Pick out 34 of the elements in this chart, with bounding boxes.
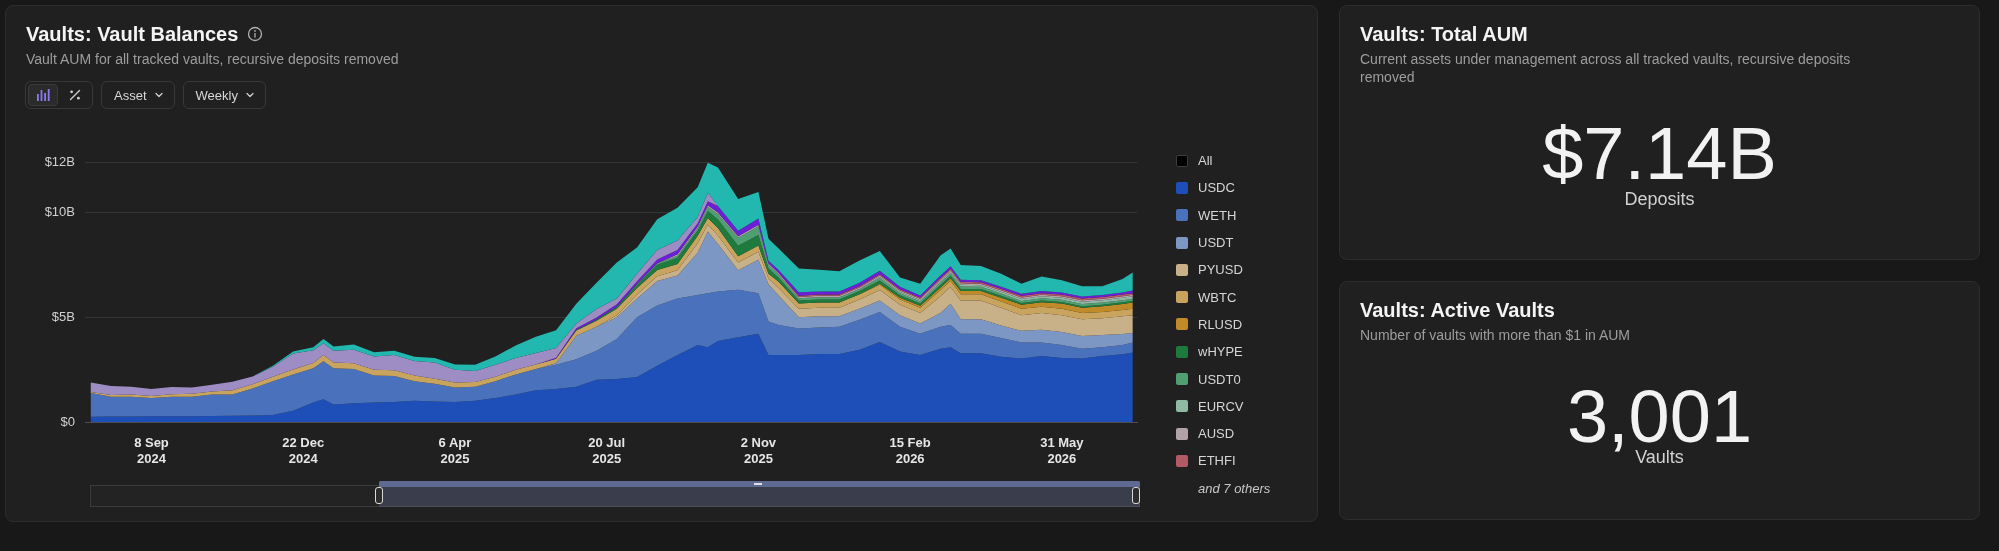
x-tick-label: 2 Nov 2025 [740,434,777,467]
text: Number of vaults with more than $1 in AUM [1360,326,1631,344]
legend-label: AUSD [1198,426,1235,442]
legend-label: USDT [1198,235,1234,251]
legend-label: ETHFI [1198,453,1236,469]
chart-subtitle: Vault AUM for all tracked vaults, recursive deposits removed [26,50,400,68]
y-tick-label: $0 [60,413,75,429]
legend-label: WBTC [1198,289,1237,305]
x-tick-label: 22 Dec 2024 [282,434,325,467]
text: Vaults [1635,447,1684,467]
chart-title: Vaults: Vault Balances [26,22,239,46]
x-tick-label: 8 Sep 2024 [134,434,169,467]
y-tick-label: $10B [44,204,75,220]
dropdown: Weekly [182,81,266,109]
legend-title: All [1198,153,1213,169]
text: and 7 others [1198,480,1271,496]
text: Current assets under management across all tracked vaults, recursive deposits removed [1360,50,1852,86]
legend-label: RLUSD [1198,316,1243,332]
x-tick-label: 6 Apr 2025 [438,434,472,467]
legend-label: EURCV [1198,398,1244,414]
legend-label: wHYPE [1198,344,1243,360]
legend-label: PYUSD [1198,262,1243,278]
legend-label: WETH [1198,207,1237,223]
text: Vaults: Total AUM [1360,22,1528,46]
y-tick-label: $5B [51,308,75,324]
text: Vaults: Active Vaults [1360,298,1555,322]
legend-label: USDT0 [1198,371,1241,387]
x-tick-label: 20 Jul 2025 [588,434,626,467]
text: Deposits [1623,189,1696,209]
x-tick-label: 31 May 2026 [1040,434,1085,467]
x-tick-label: 15 Feb 2026 [889,434,931,467]
legend-label: USDC [1198,180,1235,196]
y-tick-label: $12B [44,154,75,170]
dropdown: Asset [101,81,175,109]
